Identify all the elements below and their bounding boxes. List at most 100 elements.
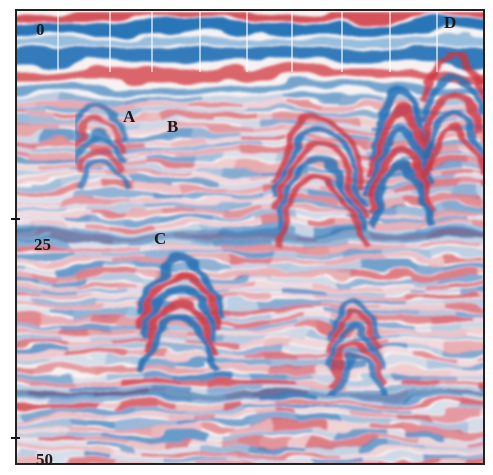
band-segment <box>448 258 483 263</box>
band-segment <box>91 210 121 215</box>
band-segment <box>241 120 263 127</box>
band-segment <box>336 132 366 139</box>
band-segment <box>446 300 484 307</box>
band-segment <box>346 240 402 245</box>
band-segment <box>305 222 336 228</box>
band-segment <box>479 378 484 385</box>
band-segment <box>462 450 484 455</box>
band-segment <box>267 264 295 270</box>
band-segment <box>251 216 297 223</box>
band-segment <box>88 216 120 221</box>
band-segment <box>419 456 453 463</box>
band-segment <box>36 144 99 150</box>
band-segment <box>210 384 266 390</box>
band-segment <box>409 96 469 102</box>
band-segment <box>91 426 156 431</box>
band-segment <box>16 192 72 199</box>
band-segment <box>366 228 415 234</box>
band-segment <box>242 282 258 287</box>
band-segment <box>257 300 322 307</box>
band-segment <box>342 96 382 102</box>
band-segment <box>273 270 328 276</box>
band-segment <box>170 414 192 420</box>
band-segment <box>16 300 32 307</box>
hyperbola <box>421 48 484 102</box>
band-segment <box>69 222 85 227</box>
band-segment <box>270 360 333 367</box>
band-segment <box>16 324 58 330</box>
band-segment <box>443 348 484 353</box>
band-segment <box>206 432 225 437</box>
band-segment <box>381 408 415 413</box>
band-segment <box>219 240 270 247</box>
band-segment <box>458 354 480 361</box>
band-segment <box>403 198 425 203</box>
band-segment <box>69 204 89 209</box>
marker-label: B <box>167 117 178 136</box>
band-segment <box>228 204 255 210</box>
band-segment <box>382 306 448 313</box>
band-segment <box>65 384 114 389</box>
band-segment <box>405 348 444 353</box>
band-segment <box>186 276 249 282</box>
band-segment <box>16 96 58 102</box>
band-segment <box>38 276 58 281</box>
band-segment <box>330 126 392 132</box>
band-segment <box>39 156 79 161</box>
band-segment <box>138 444 201 451</box>
band-segment <box>16 156 40 161</box>
band-segment <box>16 222 32 227</box>
band-segment <box>165 306 190 313</box>
band-segment <box>462 156 481 163</box>
band-segment <box>304 156 341 161</box>
band-segment <box>331 372 391 378</box>
band-segment <box>343 168 389 174</box>
band-segment <box>31 270 61 277</box>
band-segment <box>203 126 254 132</box>
band-segment <box>309 306 328 311</box>
band-segment <box>139 150 175 155</box>
band-segment <box>113 384 153 390</box>
band-segment <box>27 294 43 299</box>
band-segment <box>283 348 333 353</box>
band-segment <box>253 126 286 132</box>
band-segment <box>314 294 353 299</box>
band-segment <box>225 456 263 461</box>
band-segment <box>94 366 146 371</box>
band-segment <box>176 420 194 427</box>
band-segment <box>174 150 236 156</box>
band-segment <box>479 192 484 199</box>
band-segment <box>107 246 142 252</box>
band-segment <box>193 420 247 425</box>
band-segment <box>211 324 249 329</box>
band-segment <box>323 102 358 108</box>
band-segment <box>286 336 305 343</box>
band-segment <box>16 228 38 235</box>
band-segment <box>144 156 195 162</box>
band-segment <box>97 252 147 258</box>
band-segment <box>312 372 332 378</box>
band-segment <box>432 138 484 143</box>
band-segment <box>173 138 202 144</box>
band-segment <box>246 420 298 427</box>
band-segment <box>474 222 484 229</box>
band-segment <box>245 354 263 360</box>
band-segment <box>211 144 262 149</box>
band-segment <box>359 210 420 216</box>
band-segment <box>262 354 301 361</box>
band-segment <box>324 426 371 432</box>
band-segment <box>78 270 134 276</box>
hyperbola <box>72 128 128 165</box>
band-segment <box>451 366 484 373</box>
band-segment <box>285 126 331 133</box>
band-segment <box>16 402 54 407</box>
band-segment <box>284 288 328 295</box>
band-segment <box>424 288 468 293</box>
band-segment <box>71 372 106 379</box>
band-segment <box>137 396 195 401</box>
hyperbola <box>136 311 224 373</box>
marker-label: C <box>154 229 166 248</box>
band-segment <box>202 228 221 233</box>
band-segment <box>414 408 460 414</box>
band-segment <box>220 198 278 204</box>
